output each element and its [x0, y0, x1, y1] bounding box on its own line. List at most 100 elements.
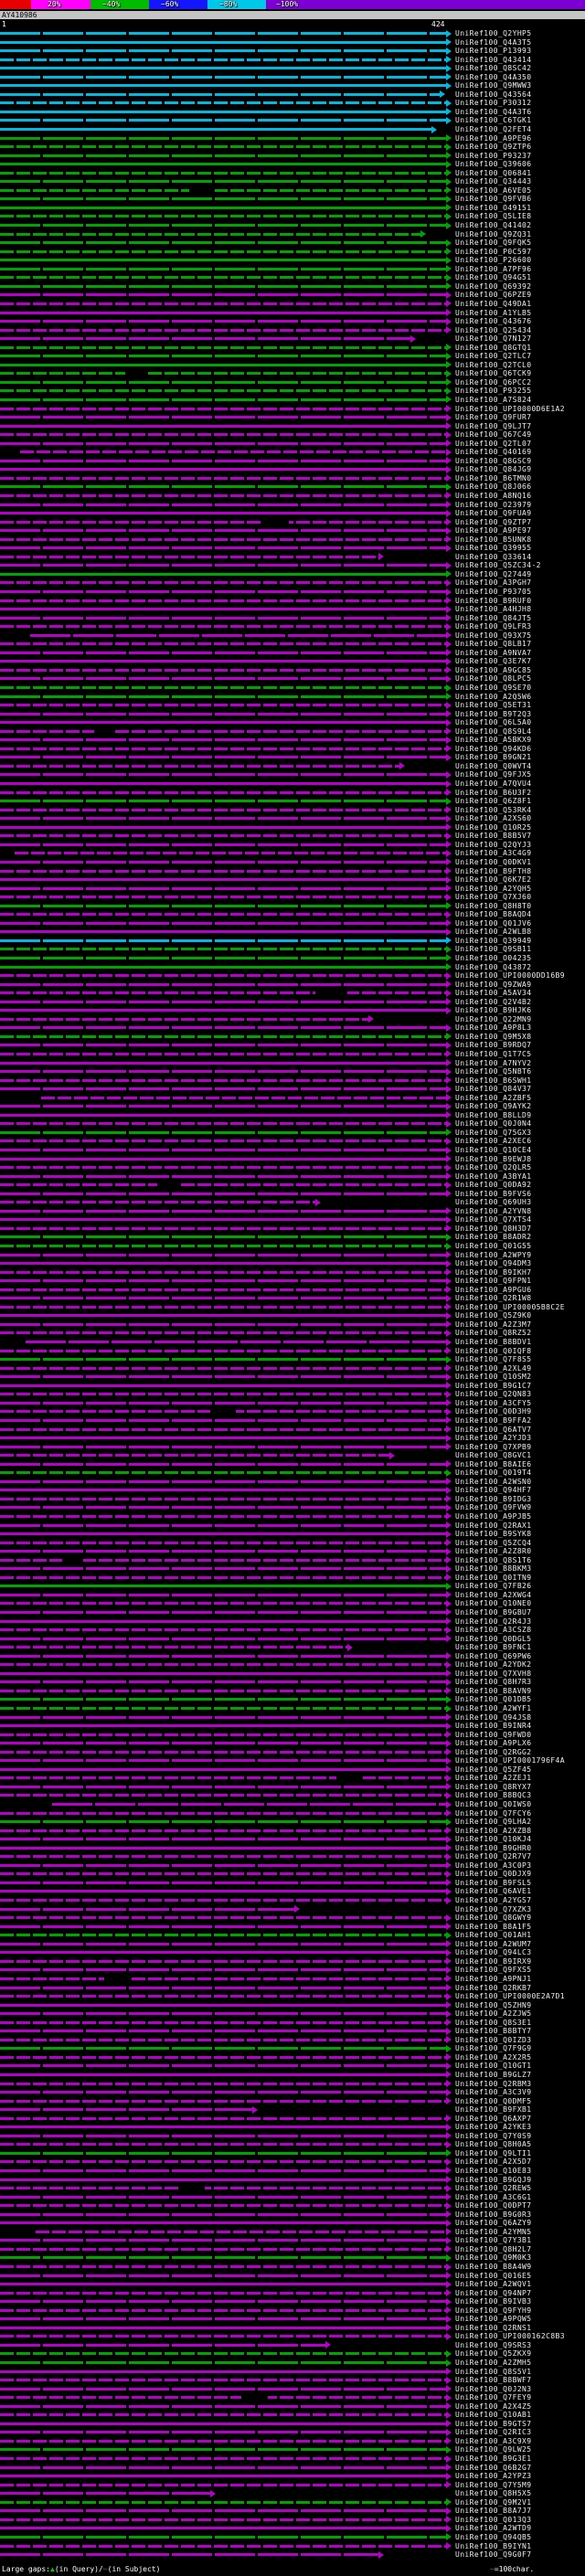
- alignment-bar[interactable]: [0, 614, 452, 622]
- subject-id[interactable]: UniRef100_Q94HF7: [455, 1486, 532, 1495]
- subject-id[interactable]: UniRef100_B8ADR2: [455, 1233, 532, 1242]
- subject-id[interactable]: UniRef100_Q84JT5: [455, 613, 532, 622]
- subject-id[interactable]: UniRef100_Q7FB26: [455, 1582, 532, 1591]
- alignment-bar[interactable]: [0, 2036, 452, 2044]
- alignment-bar[interactable]: [0, 1251, 452, 1259]
- alignment-bar[interactable]: [0, 701, 452, 709]
- subject-id[interactable]: UniRef100_Q33614: [455, 552, 532, 561]
- subject-id[interactable]: UniRef100_Q5NBT6: [455, 1067, 532, 1076]
- alignment-bar[interactable]: [0, 789, 452, 797]
- alignment-bar[interactable]: [0, 2445, 452, 2454]
- subject-id[interactable]: UniRef100_A8NQ16: [455, 491, 532, 500]
- alignment-bar[interactable]: [0, 1931, 452, 1939]
- alignment-bar[interactable]: [0, 1913, 452, 1922]
- alignment-bar[interactable]: [0, 657, 452, 665]
- alignment-bar[interactable]: [0, 465, 452, 473]
- alignment-bar[interactable]: [0, 710, 452, 718]
- subject-id[interactable]: UniRef100_A2YKE3: [455, 2123, 532, 2132]
- alignment-bar[interactable]: [0, 2044, 452, 2052]
- alignment-bar[interactable]: [0, 1451, 395, 1459]
- subject-id[interactable]: UniRef100_A3C3V9: [455, 2088, 532, 2097]
- subject-id[interactable]: UniRef100_B8B5V7: [455, 832, 532, 841]
- subject-id[interactable]: UniRef100_Q10E83: [455, 2166, 532, 2175]
- subject-id[interactable]: UniRef100_Q2RGG2: [455, 1747, 532, 1756]
- subject-id[interactable]: UniRef100_Q69PW6: [455, 1651, 532, 1660]
- alignment-bar[interactable]: [0, 1731, 452, 1739]
- alignment-bar[interactable]: [0, 125, 437, 133]
- alignment-bar[interactable]: [0, 2385, 452, 2393]
- alignment-bar[interactable]: [0, 2132, 452, 2140]
- subject-id[interactable]: UniRef100_Q43676: [455, 317, 532, 326]
- alignment-bar[interactable]: [0, 544, 452, 552]
- subject-id[interactable]: UniRef100_A2WYF1: [455, 1704, 532, 1712]
- subject-id[interactable]: UniRef100_Q6PCC2: [455, 377, 532, 387]
- alignment-bar[interactable]: [0, 378, 452, 387]
- subject-id[interactable]: UniRef100_Q8H3D7: [455, 1224, 532, 1233]
- subject-id[interactable]: UniRef100_Q013Q3: [455, 2515, 532, 2524]
- alignment-bar[interactable]: [0, 727, 452, 736]
- subject-id[interactable]: UniRef100_Q2TL07: [455, 439, 532, 448]
- alignment-bar[interactable]: [0, 561, 452, 569]
- alignment-bar[interactable]: [0, 2428, 452, 2436]
- subject-id[interactable]: UniRef100_Q2QN83: [455, 1390, 532, 1399]
- subject-id[interactable]: UniRef100_Q0DJX9: [455, 1870, 532, 1879]
- alignment-bar[interactable]: [0, 1215, 452, 1224]
- subject-id[interactable]: UniRef100_Q9M0K3: [455, 2253, 532, 2263]
- alignment-bar[interactable]: [0, 1329, 452, 1337]
- alignment-bar[interactable]: [0, 1347, 452, 1355]
- subject-id[interactable]: UniRef100_Q6Z8F1: [455, 797, 532, 806]
- alignment-bar[interactable]: [0, 160, 452, 168]
- alignment-bar[interactable]: [0, 2550, 385, 2559]
- subject-id[interactable]: UniRef100_P93237: [455, 151, 532, 160]
- alignment-bar[interactable]: [0, 90, 446, 99]
- alignment-bar[interactable]: [0, 1827, 452, 1835]
- alignment-bar[interactable]: [0, 1286, 452, 1294]
- subject-id[interactable]: UniRef100_B5UNK8: [455, 535, 532, 544]
- subject-id[interactable]: UniRef100_B8A4W9: [455, 2263, 532, 2271]
- alignment-bar[interactable]: [0, 2219, 452, 2227]
- alignment-bar[interactable]: [0, 1713, 452, 1722]
- subject-id[interactable]: UniRef100_Q0IQF8: [455, 1346, 532, 1355]
- alignment-bar[interactable]: [0, 1670, 452, 1678]
- alignment-bar[interactable]: [0, 2019, 452, 2027]
- subject-id[interactable]: UniRef100_Q10KJ4: [455, 1835, 532, 1844]
- alignment-bar[interactable]: [0, 693, 452, 701]
- alignment-bar[interactable]: [0, 2472, 452, 2480]
- alignment-bar[interactable]: [0, 1643, 353, 1651]
- alignment-bar[interactable]: [0, 134, 452, 143]
- subject-id[interactable]: UniRef100_Q5ZF45: [455, 1765, 532, 1774]
- subject-id[interactable]: UniRef100_Q7XZK3: [455, 1904, 532, 1913]
- subject-id[interactable]: UniRef100_Q2R4J3: [455, 1617, 532, 1626]
- subject-id[interactable]: UniRef100_Q8GWY9: [455, 1913, 532, 1923]
- subject-id[interactable]: UniRef100_A2WUM7: [455, 1939, 532, 1948]
- subject-id[interactable]: UniRef100_B6U3F2: [455, 788, 532, 797]
- alignment-bar[interactable]: [0, 1303, 452, 1311]
- alignment-bar[interactable]: [0, 2349, 452, 2358]
- subject-id[interactable]: UniRef100_Q2FET4: [455, 125, 532, 134]
- alignment-bar[interactable]: [0, 2516, 452, 2524]
- alignment-bar[interactable]: [0, 396, 452, 404]
- alignment-bar[interactable]: [0, 195, 452, 203]
- alignment-bar[interactable]: [0, 553, 385, 561]
- alignment-bar[interactable]: [0, 2253, 452, 2262]
- alignment-bar[interactable]: [0, 509, 452, 517]
- subject-id[interactable]: UniRef100_A2WQV1: [455, 2280, 532, 2289]
- alignment-bar[interactable]: [0, 1268, 452, 1277]
- alignment-bar[interactable]: [0, 116, 452, 124]
- subject-id[interactable]: UniRef100_Q9FWD0: [455, 1730, 532, 1739]
- subject-id[interactable]: UniRef100_A2WPY9: [455, 1250, 532, 1259]
- subject-id[interactable]: UniRef100_P93255: [455, 387, 532, 396]
- subject-id[interactable]: UniRef100_B9IRX9: [455, 1956, 532, 1966]
- alignment-bar[interactable]: [0, 893, 452, 901]
- subject-id[interactable]: UniRef100_A7NYV2: [455, 1058, 532, 1067]
- subject-id[interactable]: UniRef100_Q9FYH9: [455, 2306, 532, 2315]
- subject-id[interactable]: UniRef100_Q9LJT7: [455, 421, 532, 430]
- alignment-bar[interactable]: [0, 2464, 452, 2472]
- subject-id[interactable]: UniRef100_B9GHR0: [455, 1843, 532, 1852]
- subject-id[interactable]: UniRef100_Q0D3H9: [455, 1407, 532, 1416]
- subject-id[interactable]: UniRef100_Q01AH1: [455, 1931, 532, 1940]
- alignment-bar[interactable]: [0, 352, 452, 360]
- subject-id[interactable]: UniRef100_A2WTD9: [455, 2524, 532, 2533]
- alignment-bar[interactable]: [0, 1172, 452, 1181]
- subject-id[interactable]: UniRef100_Q06841: [455, 168, 532, 177]
